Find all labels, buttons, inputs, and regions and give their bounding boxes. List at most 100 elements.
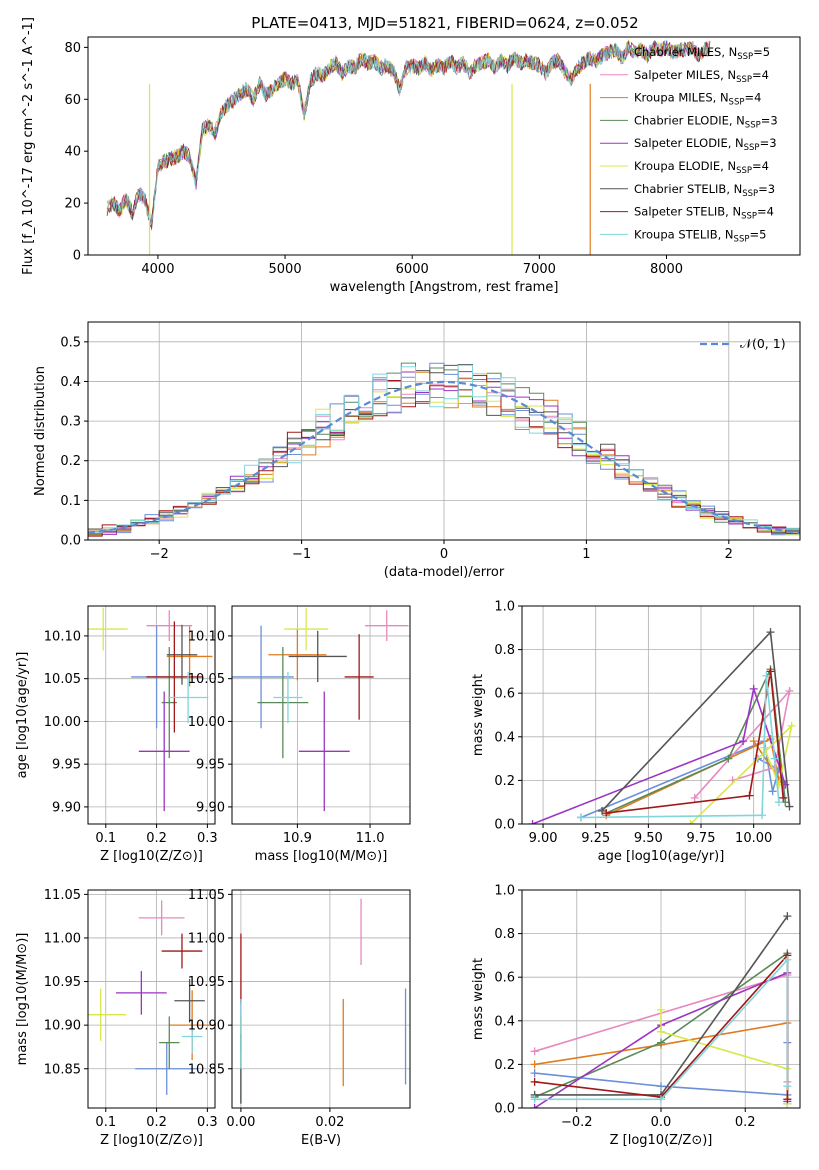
x-tick-label: 2 [725,547,733,562]
weight-marker [768,787,777,796]
x-axis-label: Z [log10(Z/Z⊙)] [610,1133,713,1148]
legend-entry: Salpeter MILES, NSSP=4 [634,68,769,85]
plot-area [530,912,792,1108]
axes-frame [521,605,801,825]
y-tick-label: 9.90 [196,800,225,815]
x-axis-label: age [log10(age/yr)] [598,849,725,864]
x-tick-label: −0.2 [561,1115,593,1130]
weight-marker [530,1060,539,1069]
weight-marker [749,737,758,746]
y-tick-label: 11.05 [188,888,225,903]
x-tick-label: 10.9 [283,831,312,846]
weight-line [532,685,787,824]
x-axis-label: wavelength [Angstrom, rest frame] [330,280,559,295]
legend-entry: Kroupa MILES, NSSP=4 [634,91,761,108]
histogram-step [88,371,800,535]
x-tick-label: 1 [582,547,590,562]
axes-frame [231,889,411,1109]
y-tick-label: 0.4 [494,730,515,745]
y-tick-label: 9.90 [52,800,81,815]
y-tick-label: 9.95 [196,758,225,773]
y-tick-label: 10.05 [188,672,225,687]
y-tick-label: 0.8 [494,927,515,942]
y-tick-label: 0.6 [494,687,515,702]
y-tick-label: 0.4 [60,375,81,390]
x-tick-label: 11.0 [356,831,385,846]
x-tick-label: 4000 [141,262,174,277]
legend-entry: Salpeter ELODIE, NSSP=3 [634,136,777,153]
y-axis-label: mass [log10(M/M⊙)] [15,933,30,1066]
y-tick-label: 0.2 [494,1058,515,1073]
x-tick-label: 0.2 [146,831,167,846]
y-tick-label: 0.6 [494,971,515,986]
panel-age-vs-Z: 0.1 0.2 0.3 9.90 9.95 10.00 10.05 10.10 Z [log10… [15,605,218,864]
x-tick-label: 0.02 [315,1115,344,1130]
y-tick-label: 0.4 [494,1014,515,1029]
weight-line [605,666,787,814]
y-tick-label: 10.85 [44,1062,81,1077]
weight-marker [745,791,754,800]
legend: 𝒩(0, 1) [700,336,786,351]
panel-weight-vs-Z: −0.2 0.0 0.2 0.0 0.2 0.4 0.6 0.8 1.0 Z [log10(Z/Z… [471,884,801,1148]
plot-area [528,628,796,824]
axes-frame [231,605,411,825]
weight-marker [785,802,794,811]
weight-marker [770,754,779,763]
weight-line [534,957,789,1101]
x-tick-label: 0.1 [95,831,116,846]
normal-curve [88,380,800,535]
weight-marker [690,793,699,802]
panel-residual-hist: −2 −1 0 1 2 0.0 0.1 0.2 0.3 0.4 0.5 (data-model)/er… [33,321,801,580]
axes-frame [521,889,801,1109]
x-tick-label: 5000 [269,262,302,277]
y-axis-label: Flux [f_λ 10^-17 erg cm^-2 s^-1 A^-1] [21,17,36,275]
weight-marker [783,912,792,921]
spectrum-line [106,40,711,228]
weight-marker [657,1027,665,1036]
legend-entry: 𝒩(0, 1) [740,336,786,351]
weight-marker [598,806,607,815]
weight-marker [602,809,611,818]
y-tick-label: 80 [64,41,81,56]
weight-line [660,1009,789,1104]
legend: Chabrier MILES, NSSP=5 Salpeter MILES, NS… [600,45,778,244]
weight-marker [779,793,788,802]
weight-marker [749,684,758,693]
weight-marker [783,1082,792,1091]
weight-marker [657,1005,665,1014]
legend-entry: Chabrier MILES, NSSP=5 [634,45,770,62]
weight-marker [686,820,695,824]
weight-marker [783,955,792,964]
x-axis-label: mass [log10(M/M⊙)] [255,849,388,864]
weight-marker [774,798,783,807]
weight-marker [530,1047,539,1056]
weight-marker [762,671,771,680]
y-tick-label: 0 [73,249,81,264]
x-tick-label: 0.2 [146,1115,167,1130]
y-tick-label: 0.2 [60,454,81,469]
y-tick-label: 1.0 [494,600,515,615]
y-tick-label: 10.10 [44,629,81,644]
y-axis-label: mass weight [471,674,486,756]
panel-mass-vs-Z: 0.1 0.2 0.3 10.85 10.90 10.95 11.00 11.05 Z [log… [15,888,218,1148]
weight-marker [785,687,794,696]
y-tick-label: 10.10 [188,629,225,644]
weight-line [689,723,793,824]
y-tick-label: 0.3 [60,415,81,430]
x-tick-label: 0.00 [226,1115,255,1130]
weight-marker [530,1077,539,1086]
y-tick-label: 0.0 [60,534,81,549]
plot-area [232,607,409,812]
axes-frame [87,36,801,256]
x-tick-label: 9.25 [581,831,610,846]
weight-marker [787,721,796,730]
x-tick-label: 9.00 [529,831,558,846]
y-tick-label: 1.0 [494,884,515,899]
x-tick-label: −1 [292,547,311,562]
y-tick-label: 60 [64,93,81,108]
x-axis-label: Z [log10(Z/Z⊙)] [100,1133,203,1148]
x-axis-label: Z [log10(Z/Z⊙)] [100,849,203,864]
panel-mass-vs-EBV: 0.00 0.02 10.85 10.90 10.95 11.00 11.05 E(B-V) [188,888,411,1148]
x-tick-label: 9.50 [634,831,663,846]
